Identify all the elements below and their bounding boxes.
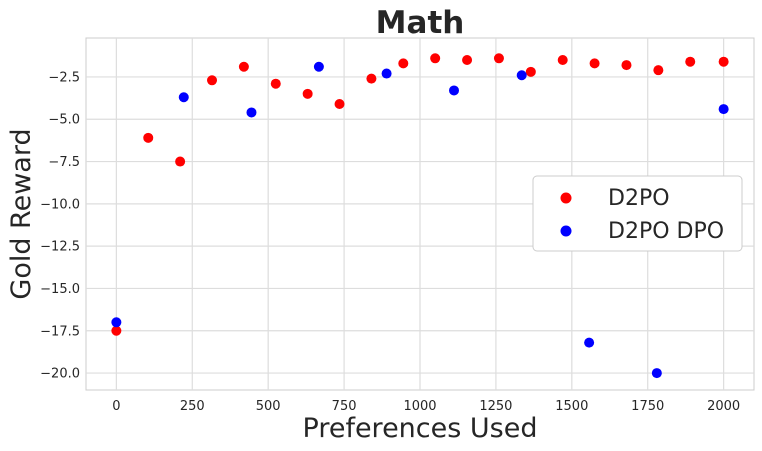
d2po-point <box>111 325 122 336</box>
d2po-dpo-point <box>313 61 324 72</box>
d2po-point <box>302 88 313 99</box>
d2po-point <box>525 66 536 77</box>
legend-box <box>532 175 743 252</box>
y-tick-label: −15.0 <box>40 282 80 297</box>
x-tick-label: 1750 <box>631 399 664 414</box>
d2po-dpo-point <box>516 70 527 81</box>
d2po-point <box>238 61 249 72</box>
d2po-point <box>366 73 377 84</box>
d2po-dpo-point <box>381 68 392 79</box>
y-tick-label: −5.0 <box>48 113 80 128</box>
data-points <box>111 53 729 379</box>
x-tick-label: 250 <box>180 399 205 414</box>
d2po-dpo-point <box>651 368 662 379</box>
d2po-point <box>718 56 729 67</box>
legend-label-d2po-dpo: D2PO DPO <box>608 219 724 244</box>
y-tick-labels: −20.0 −17.5 −15.0 −12.5 −10.0 −7.5 −5.0 −2.5 <box>40 70 80 381</box>
y-tick-label: −2.5 <box>48 70 80 85</box>
d2po-point <box>589 58 600 69</box>
d2po-dpo-point <box>178 92 189 103</box>
d2po-point <box>398 58 409 69</box>
d2po-point <box>175 156 186 167</box>
y-axis-label: Gold Reward <box>6 128 37 299</box>
d2po-point <box>143 132 154 143</box>
x-tick-label: 2000 <box>707 399 740 414</box>
d2po-point <box>462 55 473 65</box>
y-tick-label: −12.5 <box>40 240 80 255</box>
x-tick-label: 0 <box>112 399 120 414</box>
d2po-point <box>270 78 281 89</box>
d2po-point <box>653 65 664 76</box>
x-tick-label: 1500 <box>555 399 588 414</box>
d2po-point <box>207 75 218 86</box>
y-tick-label: −7.5 <box>48 155 80 170</box>
legend-marker-d2po-dpo <box>560 225 572 237</box>
y-tick-label: −17.5 <box>40 324 80 339</box>
d2po-dpo-point <box>111 317 122 328</box>
legend: D2PO D2PO DPO <box>532 175 743 252</box>
x-tick-label: 500 <box>256 399 281 414</box>
d2po-point <box>557 55 568 65</box>
d2po-dpo-point <box>246 107 257 118</box>
d2po-point <box>430 53 441 64</box>
d2po-point <box>685 56 696 67</box>
legend-marker-d2po <box>560 192 572 204</box>
x-tick-labels: 0 250 500 750 1000 1250 1500 1750 2000 <box>112 399 740 414</box>
x-axis-label: Preferences Used <box>303 413 538 444</box>
x-tick-label: 1000 <box>403 399 436 414</box>
legend-label-d2po: D2PO <box>608 186 670 211</box>
y-tick-label: −10.0 <box>40 197 80 212</box>
d2po-point <box>621 60 632 71</box>
x-tick-label: 1250 <box>479 399 512 414</box>
d2po-point <box>334 99 345 109</box>
d2po-point <box>493 53 504 64</box>
d2po-dpo-point <box>718 104 729 115</box>
chart-title: Math <box>376 5 465 41</box>
y-tick-label: −20.0 <box>40 367 80 382</box>
d2po-dpo-point <box>584 337 595 348</box>
d2po-dpo-point <box>449 85 460 96</box>
x-tick-label: 750 <box>332 399 357 414</box>
